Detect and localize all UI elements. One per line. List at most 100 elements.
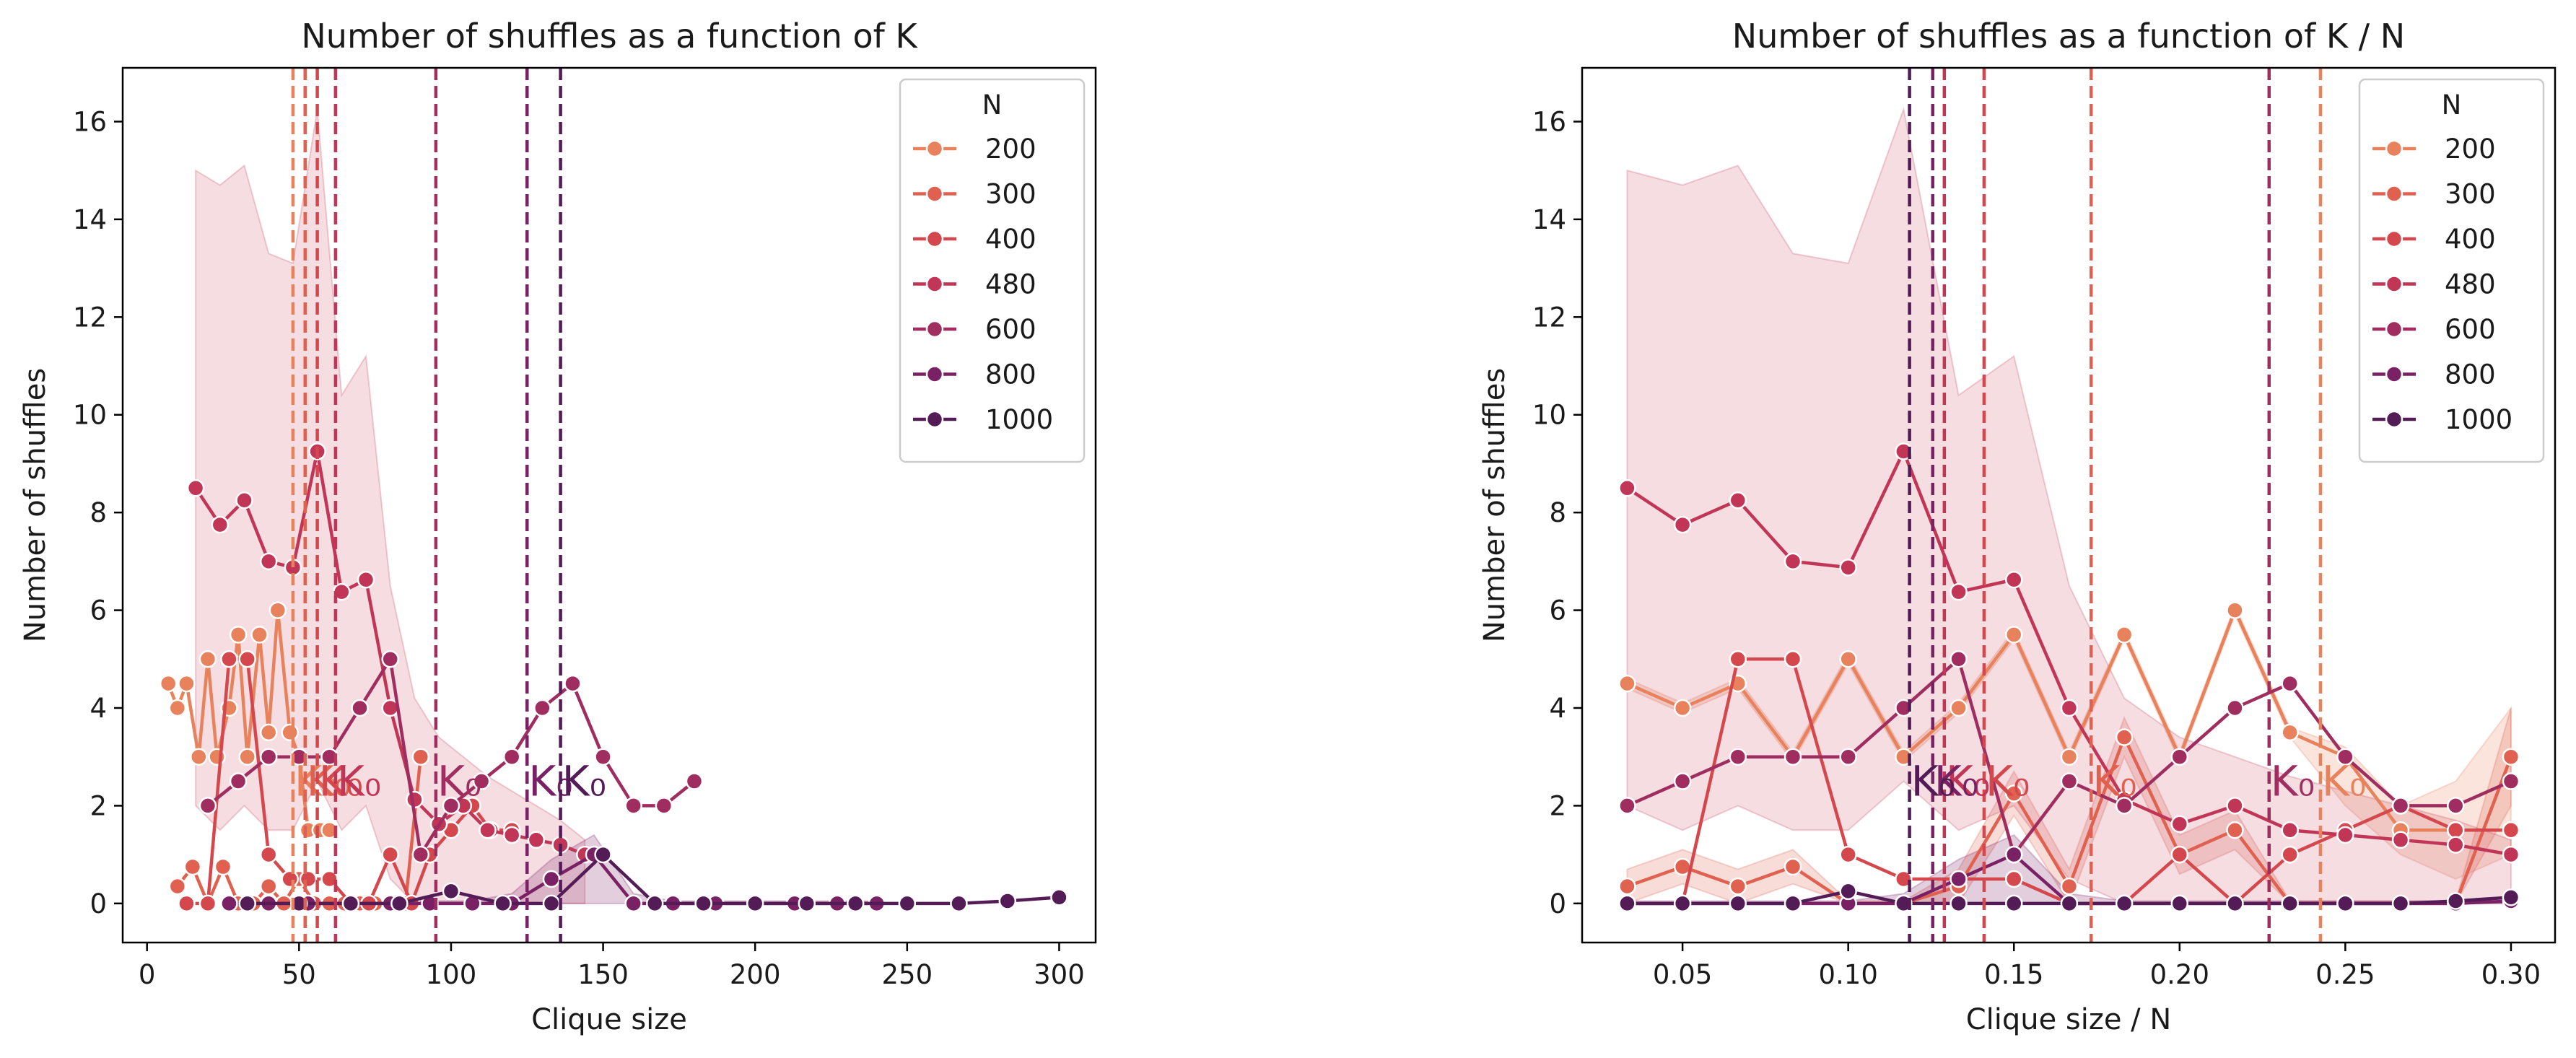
data-point-800: [2004, 845, 2023, 864]
data-point-1000: [798, 894, 816, 913]
data-point-600: [2447, 797, 2465, 815]
data-point-300: [2004, 784, 2023, 803]
k0-label-600: K₀: [2271, 757, 2315, 806]
data-point-1000: [846, 894, 865, 913]
data-point-1000: [1950, 894, 1968, 913]
legend-box: [2358, 78, 2545, 463]
x-axis-label: Clique size / N: [1966, 1003, 2172, 1036]
data-point-800: [220, 894, 238, 913]
data-point-300: [183, 857, 202, 876]
data-point-300: [2115, 728, 2134, 746]
data-point-1000: [442, 882, 460, 901]
data-point-1000: [1050, 888, 1068, 906]
k0-label-300: K₀: [307, 757, 351, 806]
data-point-400: [320, 870, 339, 888]
y-tick-label: 14: [1532, 204, 1566, 235]
data-point-200: [1895, 748, 1913, 766]
k0-label-800: K₀: [1934, 757, 1978, 806]
data-point-200: [159, 674, 178, 693]
data-point-480: [2502, 845, 2520, 864]
data-point-200: [168, 699, 187, 717]
data-point-600: [1950, 650, 1968, 668]
data-point-1000: [950, 894, 968, 913]
x-tick-label: 0.25: [2315, 959, 2375, 990]
x-tick-label: 150: [577, 959, 629, 990]
data-point-200: [190, 748, 208, 766]
data-point-1000: [1729, 894, 1747, 913]
data-point-600: [259, 748, 278, 766]
data-point-1000: [2226, 894, 2244, 913]
data-point-400: [238, 650, 256, 668]
data-point-600: [2226, 699, 2244, 717]
data-point-480: [1839, 559, 1857, 577]
data-point-600: [502, 748, 521, 766]
data-point-600: [1895, 699, 1913, 717]
data-point-480: [259, 552, 278, 571]
legend-entry-600: 600: [2445, 314, 2496, 345]
legend-swatch-marker-1000: [2385, 410, 2403, 429]
data-point-600: [2115, 797, 2134, 815]
data-point-300: [2060, 877, 2079, 896]
data-point-800: [542, 870, 561, 888]
data-point-480: [2170, 815, 2189, 834]
y-tick-label: 0: [89, 888, 107, 919]
data-point-1000: [998, 892, 1017, 910]
data-point-1000: [645, 894, 664, 913]
data-point-1000: [390, 894, 409, 913]
data-point-600: [351, 699, 369, 717]
legend-entry-800: 800: [985, 359, 1036, 390]
legend-entry-300: 300: [985, 179, 1036, 210]
data-point-400: [1895, 870, 1913, 888]
legend-title: N: [2442, 89, 2462, 121]
data-point-400: [299, 870, 318, 888]
data-point-1000: [2060, 894, 2079, 913]
data-point-1000: [542, 894, 561, 913]
y-tick-label: 8: [89, 497, 107, 528]
legend-swatch-marker-600: [2385, 320, 2403, 338]
axes-frame: [1581, 66, 2557, 944]
data-point-300: [259, 877, 278, 896]
data-point-400: [198, 894, 217, 913]
data-point-600: [564, 674, 582, 693]
legend-swatch-marker-300: [2385, 185, 2403, 203]
data-point-600: [624, 797, 642, 815]
legend-entry-200: 200: [2445, 134, 2496, 165]
data-point-600: [1783, 748, 1802, 766]
x-tick-label: 0.30: [2481, 959, 2541, 990]
legend-entry-480: 480: [985, 269, 1036, 300]
x-tick-label: 300: [1034, 959, 1085, 990]
data-point-800: [624, 894, 642, 913]
data-point-1000: [2115, 894, 2134, 913]
legend-swatch-marker-400: [2385, 229, 2403, 248]
data-point-480: [235, 491, 253, 510]
data-point-600: [411, 845, 430, 864]
data-point-400: [281, 870, 299, 888]
data-point-600: [1673, 772, 1692, 790]
data-point-200: [1618, 674, 1636, 693]
data-point-200: [178, 674, 196, 693]
legend-entry-300: 300: [2445, 179, 2496, 210]
data-point-480: [2226, 797, 2244, 815]
data-point-200: [2281, 723, 2299, 742]
data-point-200: [1839, 650, 1857, 668]
k0-label-1000: K₀: [562, 757, 606, 806]
data-point-400: [1729, 650, 1747, 668]
data-point-1000: [2502, 888, 2520, 906]
data-point-400: [381, 845, 399, 864]
x-tick-label: 0.20: [2150, 959, 2209, 990]
y-tick-label: 16: [1532, 106, 1566, 137]
x-tick-label: 0.15: [1984, 959, 2043, 990]
legend-swatch-marker-600: [925, 320, 944, 338]
data-point-480: [2447, 836, 2465, 854]
y-tick-label: 0: [1549, 888, 1566, 919]
k0-label-600: K₀: [437, 757, 481, 806]
legend: N 200 300 400 480 600 800 1000: [2358, 78, 2545, 463]
y-tick-label: 10: [73, 400, 107, 431]
data-point-300: [214, 857, 232, 876]
data-point-200: [250, 626, 268, 644]
legend-entry-1000: 1000: [985, 404, 1053, 435]
data-point-480: [2004, 571, 2023, 589]
data-point-400: [220, 650, 238, 668]
data-point-1000: [1673, 894, 1692, 913]
